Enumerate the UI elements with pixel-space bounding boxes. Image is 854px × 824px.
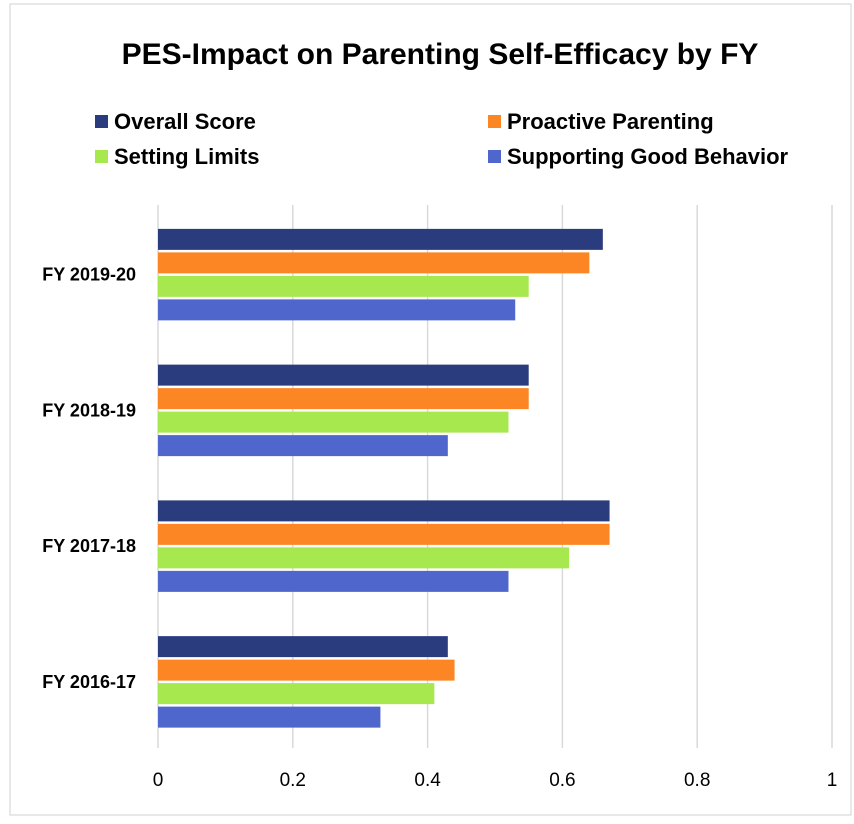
bar — [158, 706, 381, 728]
bar — [158, 252, 590, 274]
y-tick-label: FY 2018-19 — [42, 400, 136, 420]
y-tick-label: FY 2016-17 — [42, 672, 136, 692]
bar — [158, 411, 509, 433]
bar — [158, 275, 529, 297]
y-tick-label: FY 2017-18 — [42, 536, 136, 556]
legend-label: Overall Score — [114, 109, 256, 134]
bar — [158, 659, 455, 681]
bar — [158, 523, 610, 545]
legend-swatch — [488, 115, 501, 128]
x-tick-label: 0.6 — [549, 770, 575, 791]
bar — [158, 435, 448, 457]
bar — [158, 547, 570, 569]
legend-label: Setting Limits — [114, 144, 259, 169]
x-tick-label: 0 — [153, 770, 164, 791]
y-tick-label: FY 2019-20 — [42, 265, 136, 285]
x-tick-label: 0.2 — [280, 770, 306, 791]
bar — [158, 388, 529, 410]
x-tick-label: 0.8 — [684, 770, 710, 791]
bar — [158, 228, 603, 250]
bar — [158, 683, 435, 705]
legend-label: Supporting Good Behavior — [507, 144, 789, 169]
x-tick-label: 1 — [827, 770, 838, 791]
bar — [158, 636, 448, 658]
x-tick-label: 0.4 — [414, 770, 441, 791]
legend-swatch — [95, 150, 108, 163]
bar — [158, 500, 610, 522]
legend-swatch — [488, 150, 501, 163]
bar — [158, 299, 516, 321]
legend-label: Proactive Parenting — [507, 109, 714, 134]
chart-title: PES-Impact on Parenting Self-Efficacy by… — [122, 38, 759, 71]
bar — [158, 364, 529, 386]
bar — [158, 570, 509, 592]
legend-swatch — [95, 115, 108, 128]
